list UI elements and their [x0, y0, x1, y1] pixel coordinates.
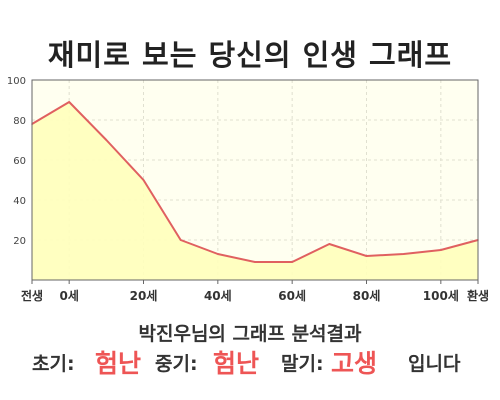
- x-tick-label: 60세: [278, 288, 306, 303]
- x-tick-label: 40세: [204, 288, 232, 303]
- analysis-title: 박진우님의 그래프 분석결과: [138, 323, 362, 345]
- data-point: [328, 243, 331, 245]
- y-tick-label: 80: [13, 116, 26, 127]
- y-tick-label: 20: [13, 236, 26, 247]
- result-suffix: 입니다: [408, 353, 461, 375]
- x-tick-label: 환생: [467, 288, 489, 303]
- life-graph-chart: 20 40 60 80 100 전생 0세 20세 40세 60세 80세 100세 환생: [7, 76, 489, 303]
- plot-border: [31, 79, 479, 281]
- data-point: [365, 255, 368, 257]
- y-tick-label: 40: [13, 196, 26, 207]
- area-fill: [32, 102, 478, 280]
- late-value: 고생: [331, 349, 378, 378]
- late-label: 말기:: [281, 353, 324, 375]
- data-point: [440, 249, 442, 251]
- mid-label: 중기:: [155, 353, 198, 375]
- y-tick-label: 100: [7, 76, 26, 87]
- early-label: 초기:: [32, 353, 75, 375]
- data-point: [142, 179, 145, 181]
- chart-title: 재미로 보는 당신의 인생 그래프: [47, 38, 453, 72]
- data-point: [179, 239, 182, 241]
- data-point: [291, 261, 293, 263]
- mid-value: 험난: [213, 349, 260, 378]
- data-point: [217, 253, 219, 255]
- x-tick-label: 20세: [130, 288, 158, 303]
- x-tick-label: 0세: [59, 288, 78, 303]
- x-tick-label: 전생: [21, 288, 43, 303]
- y-tick-label: 60: [13, 156, 26, 167]
- data-point: [402, 253, 405, 255]
- early-value: 험난: [95, 349, 142, 378]
- x-tick-label: 80세: [353, 288, 381, 303]
- analysis-result: 초기: 험난 중기: 험난 말기: 고생 입니다: [0, 347, 500, 381]
- data-point: [68, 101, 70, 103]
- x-tick-label: 100세: [423, 288, 459, 303]
- data-point: [254, 261, 256, 263]
- data-point: [105, 139, 108, 141]
